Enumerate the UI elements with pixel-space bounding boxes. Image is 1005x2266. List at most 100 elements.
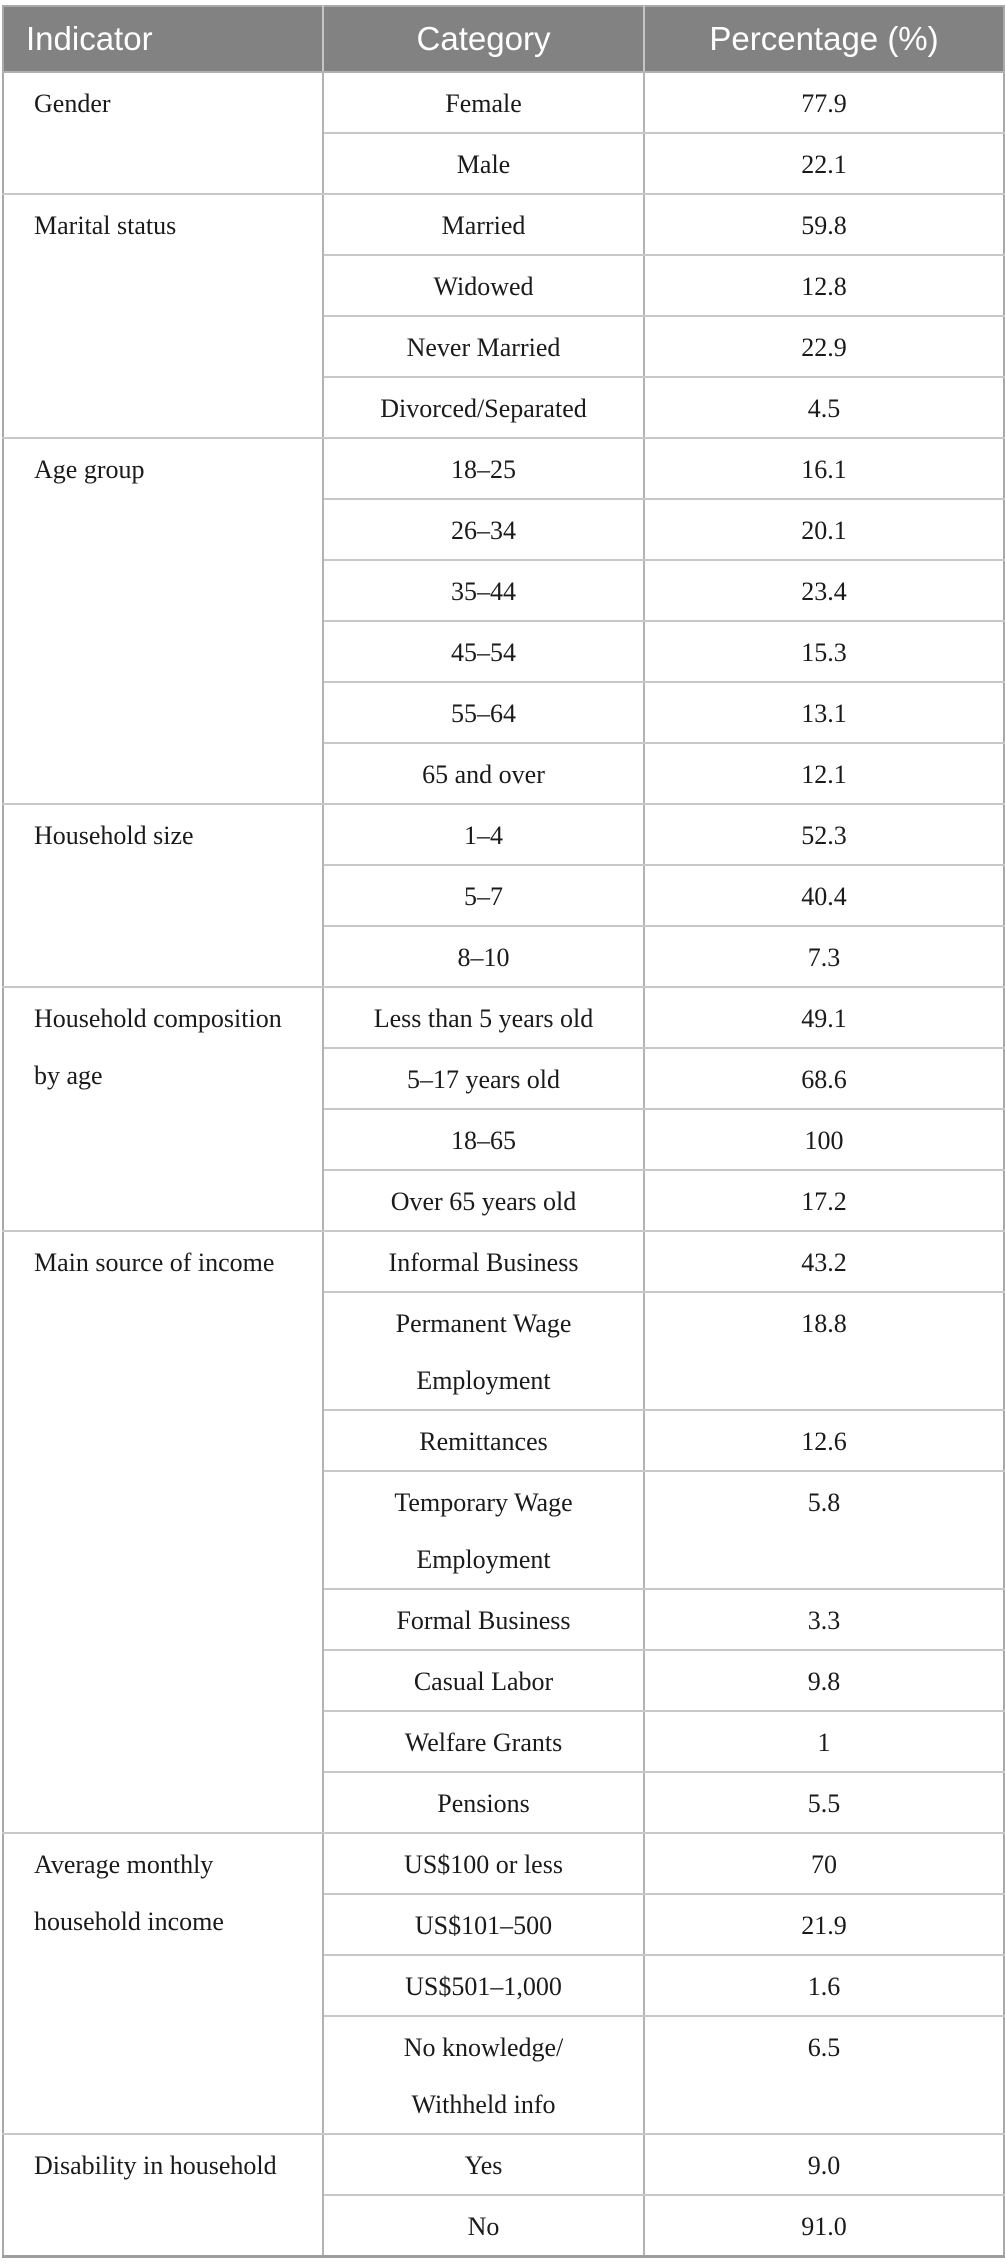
table-row: US$101–500 21.9 (3, 1894, 1004, 1956)
percentage-cell: 1.6 (644, 1955, 1004, 2017)
table-row: Temporary Wage Employment 5.8 (3, 1471, 1004, 1590)
table-row: 55–64 13.1 (3, 682, 1004, 744)
percentage-cell: 21.9 (644, 1894, 1004, 1956)
category-cell: 18–65 (323, 1109, 645, 1171)
category-cell: Pensions (323, 1772, 645, 1834)
percentage-cell: 52.3 (644, 804, 1004, 866)
percentage-cell: 5.8 (644, 1471, 1004, 1590)
percentage-cell: 22.9 (644, 316, 1004, 378)
percentage-cell: 3.3 (644, 1589, 1004, 1651)
table-row: 5–17 years old 68.6 (3, 1048, 1004, 1110)
table-row: Average monthly household income US$100 or… (3, 1833, 1004, 2135)
percentage-cell: 70 (644, 1833, 1004, 1895)
table-row: Divorced/Separated 4.5 (3, 377, 1004, 439)
percentage-cell: 12.8 (644, 255, 1004, 317)
percentage-cell: 12.1 (644, 743, 1004, 805)
category-cell: Married (323, 194, 645, 256)
percentage-cell: 7.3 (644, 926, 1004, 988)
indicator-cell: Main source of income (3, 1231, 324, 1834)
percentage-cell: 100 (644, 1109, 1004, 1171)
category-cell: Casual Labor (323, 1650, 645, 1712)
percentage-cell: 68.6 (644, 1048, 1004, 1110)
percentage-cell: 40.4 (644, 865, 1004, 927)
percentage-cell: 59.8 (644, 194, 1004, 256)
category-cell: US$501–1,000 (323, 1955, 645, 2017)
category-cell: 1–4 (323, 804, 645, 866)
column-header-category: Category (323, 6, 645, 73)
table-row: 26–34 20.1 (3, 499, 1004, 561)
table-row: Formal Business 3.3 (3, 1589, 1004, 1651)
category-cell: Yes (323, 2134, 645, 2196)
indicator-cell: Age group (3, 438, 324, 805)
percentage-cell: 23.4 (644, 560, 1004, 622)
table-row: Casual Labor 9.8 (3, 1650, 1004, 1712)
table-row: 18–65 100 (3, 1109, 1004, 1171)
table-row: Over 65 years old 17.2 (3, 1170, 1004, 1232)
category-cell: No knowledge/Withheld info (323, 2016, 645, 2135)
category-cell: 8–10 (323, 926, 645, 988)
category-cell: 45–54 (323, 621, 645, 683)
percentage-cell: 6.5 (644, 2016, 1004, 2135)
table-row: Widowed 12.8 (3, 255, 1004, 317)
category-cell: Temporary Wage Employment (323, 1471, 645, 1590)
indicator-cell: Marital status (3, 194, 324, 439)
category-cell: Informal Business (323, 1231, 645, 1293)
category-cell: Widowed (323, 255, 645, 317)
table-row: 35–44 23.4 (3, 560, 1004, 622)
table-row: Permanent Wage Employment 18.8 (3, 1292, 1004, 1411)
category-cell: Permanent Wage Employment (323, 1292, 645, 1411)
table-row: Gender Female 77.9 (3, 72, 1004, 195)
category-cell: Female (323, 72, 645, 134)
table-row: Household size 1–4 52.3 (3, 804, 1004, 988)
demographics-table: Indicator Category Percentage (%) Gender… (2, 5, 1005, 2258)
indicator-cell: Household size (3, 804, 324, 988)
table-row: Remittances 12.6 (3, 1410, 1004, 1472)
table-row: Household composition by age Less than 5 y… (3, 987, 1004, 1232)
column-header-percentage: Percentage (%) (644, 6, 1004, 73)
percentage-cell: 17.2 (644, 1170, 1004, 1232)
table-row: Welfare Grants 1 (3, 1711, 1004, 1773)
table-row: 5–7 40.4 (3, 865, 1004, 927)
category-cell: Male (323, 133, 645, 195)
percentage-cell: 22.1 (644, 133, 1004, 195)
category-cell: 35–44 (323, 560, 645, 622)
column-header-indicator: Indicator (3, 6, 324, 73)
percentage-cell: 13.1 (644, 682, 1004, 744)
table-row: Main source of income Informal Business 43… (3, 1231, 1004, 1834)
category-cell: Welfare Grants (323, 1711, 645, 1773)
table-row: 65 and over 12.1 (3, 743, 1004, 805)
percentage-cell: 5.5 (644, 1772, 1004, 1834)
table-row: US$501–1,000 1.6 (3, 1955, 1004, 2017)
table-row: Marital status Married 59.8 (3, 194, 1004, 439)
table-row: 8–10 7.3 (3, 926, 1004, 988)
indicator-cell: Gender (3, 72, 324, 195)
percentage-cell: 43.2 (644, 1231, 1004, 1293)
category-cell: 18–25 (323, 438, 645, 500)
table-row: Male 22.1 (3, 133, 1004, 195)
category-cell: Remittances (323, 1410, 645, 1472)
percentage-cell: 18.8 (644, 1292, 1004, 1411)
table-row: No 91.0 (3, 2195, 1004, 2258)
percentage-cell: 4.5 (644, 377, 1004, 439)
percentage-cell: 91.0 (644, 2195, 1004, 2258)
category-cell: 55–64 (323, 682, 645, 744)
category-cell: 5–7 (323, 865, 645, 927)
category-cell: Never Married (323, 316, 645, 378)
percentage-cell: 20.1 (644, 499, 1004, 561)
percentage-cell: 49.1 (644, 987, 1004, 1049)
category-cell: Over 65 years old (323, 1170, 645, 1232)
indicator-cell: Household composition by age (3, 987, 324, 1232)
category-cell: No (323, 2195, 645, 2258)
percentage-cell: 16.1 (644, 438, 1004, 500)
category-cell: 26–34 (323, 499, 645, 561)
percentage-cell: 12.6 (644, 1410, 1004, 1472)
percentage-cell: 15.3 (644, 621, 1004, 683)
table-row: 45–54 15.3 (3, 621, 1004, 683)
percentage-cell: 9.0 (644, 2134, 1004, 2196)
table-row: No knowledge/Withheld info 6.5 (3, 2016, 1004, 2135)
table-body: Gender Female 77.9 Male 22.1 Marital status Ma… (3, 72, 1004, 2258)
category-cell: US$101–500 (323, 1894, 645, 1956)
category-cell: 5–17 years old (323, 1048, 645, 1110)
table-row: Age group 18–25 16.1 (3, 438, 1004, 805)
